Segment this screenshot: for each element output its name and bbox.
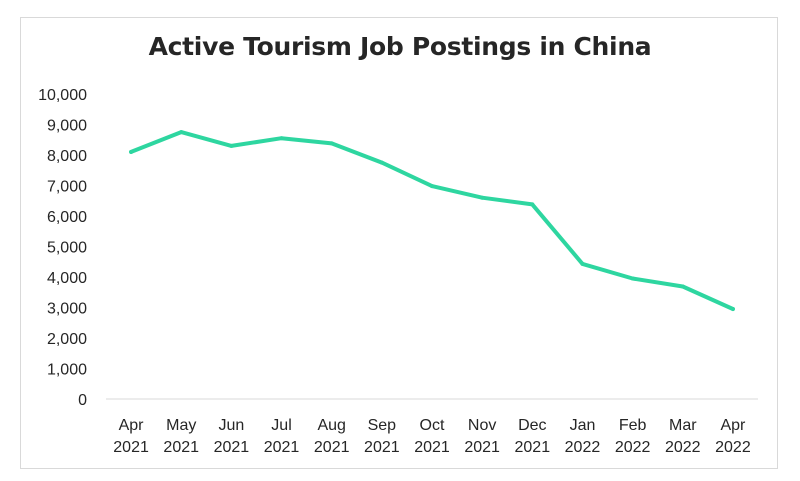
y-tick-label: 9,000: [47, 118, 87, 135]
series-point: [480, 195, 485, 200]
chart-area: [20, 17, 778, 469]
y-tick-label: 0: [78, 392, 87, 409]
x-tick-label: Jun 2021: [214, 417, 250, 456]
series-point: [229, 143, 234, 148]
x-tick-label: Dec 2021: [515, 417, 551, 456]
series-point: [430, 184, 434, 189]
y-tick-label: 6,000: [47, 209, 87, 226]
x-tick-label: Sep 2021: [364, 417, 400, 456]
x-tick-label: Mar 2022: [665, 417, 701, 456]
series-point: [530, 202, 535, 207]
x-tick-label: Jan 2022: [565, 417, 601, 456]
x-tick-label: Oct 2021: [414, 417, 450, 456]
series-point: [329, 141, 334, 146]
series-point: [630, 276, 635, 281]
x-tick-label: Aug 2021: [314, 417, 350, 456]
y-tick-label: 7,000: [47, 179, 87, 196]
series-point: [129, 149, 134, 154]
y-tick-label: 10,000: [38, 87, 87, 104]
y-axis: 0 1,000 2,000 3,000 4,000 5,000 6,000 7,000 8,00…: [38, 87, 87, 409]
chart-title: Active Tourism Job Postings in China: [148, 32, 652, 61]
series-point: [279, 136, 284, 141]
x-tick-label: May 2021: [163, 417, 199, 456]
x-tick-label: Nov 2021: [464, 417, 500, 456]
y-tick-label: 4,000: [47, 270, 87, 287]
y-tick-label: 8,000: [47, 148, 87, 165]
y-tick-label: 5,000: [47, 240, 87, 257]
series-line: [129, 130, 735, 311]
y-tick-label: 3,000: [47, 301, 87, 318]
x-tick-label: Feb 2022: [615, 417, 651, 456]
x-tick-label: Jul 2021: [264, 417, 300, 456]
x-tick-label: Apr 2022: [715, 417, 751, 456]
y-tick-label: 2,000: [47, 331, 87, 348]
series-point: [580, 261, 585, 266]
x-axis: Apr 2021 May 2021 Jun 2021 Jul 2021 Aug 2021 Sep 20…: [113, 417, 751, 456]
series-point: [379, 160, 384, 165]
series-point: [730, 307, 735, 312]
x-tick-label: Apr 2021: [113, 417, 149, 456]
series-point: [680, 284, 685, 289]
y-tick-label: 1,000: [47, 362, 87, 379]
series-point: [179, 130, 184, 135]
